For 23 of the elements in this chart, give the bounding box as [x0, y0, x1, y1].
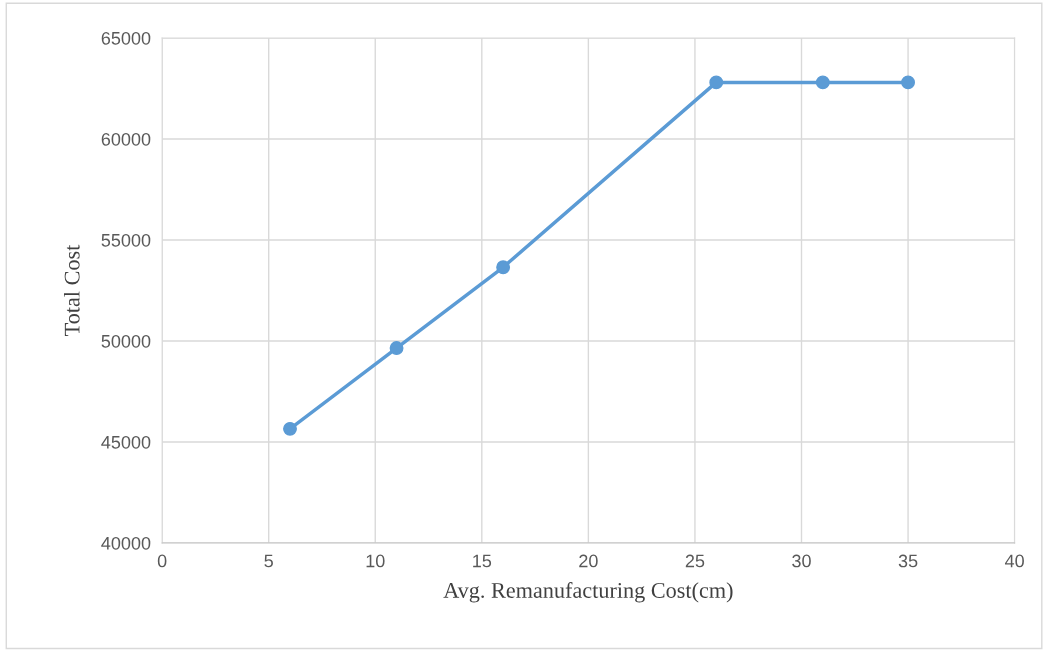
- y-tick-label: 45000: [101, 435, 151, 449]
- point: [496, 260, 511, 275]
- x-tick-label: 40: [1004, 554, 1024, 568]
- x-tick-label: 10: [366, 554, 385, 568]
- y-axis-title: Total Cost: [64, 244, 80, 336]
- y-tick-label: 65000: [101, 31, 151, 45]
- x-axis-title: Avg. Remanufacturing Cost(cm): [443, 582, 733, 603]
- x-tick-label: 20: [579, 554, 598, 568]
- y-tick-label: 50000: [101, 334, 151, 348]
- point: [389, 341, 404, 356]
- x-tick-label: 0: [157, 554, 167, 568]
- point: [901, 75, 916, 90]
- y-tick-label: 55000: [101, 233, 151, 247]
- y-tick-label: 60000: [101, 132, 151, 146]
- x-tick-label: 15: [473, 554, 492, 568]
- x-tick-label: 35: [898, 554, 918, 568]
- x-tick-label: 25: [685, 554, 705, 568]
- x-tick-label: 5: [264, 554, 273, 568]
- point: [815, 75, 830, 90]
- x-tick-label: 30: [792, 554, 811, 568]
- y-tick-label: 40000: [101, 536, 151, 550]
- point: [283, 421, 297, 436]
- point: [709, 75, 724, 90]
